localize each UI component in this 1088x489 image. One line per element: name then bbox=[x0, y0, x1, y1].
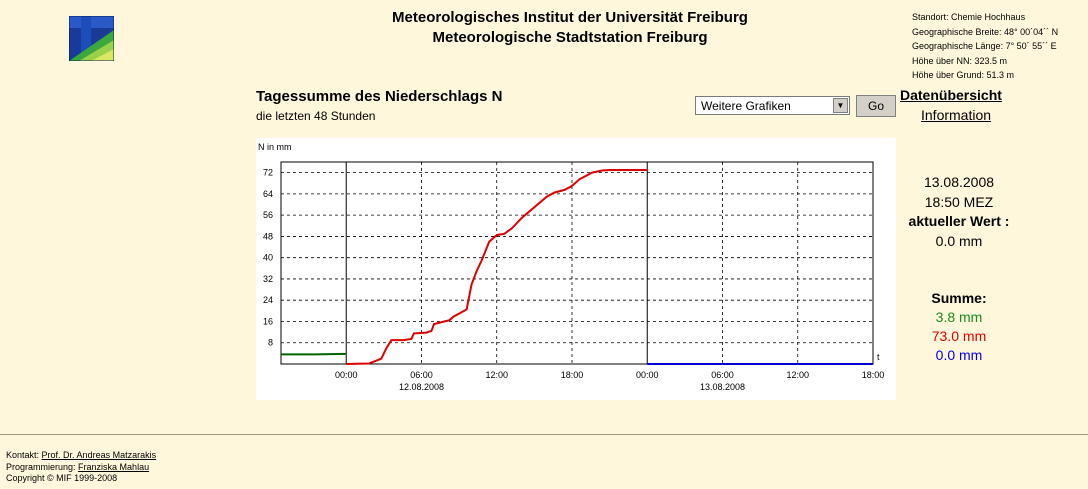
plot-frame bbox=[280, 161, 874, 365]
series-line-2 bbox=[346, 169, 648, 365]
programming-link[interactable]: Franziska Mahlau bbox=[78, 461, 150, 472]
current-value: 0.0 mm bbox=[935, 232, 983, 249]
sum-day3: 0.0 mm bbox=[935, 347, 983, 363]
header-institute: Meteorologisches Institut der Universitä… bbox=[392, 9, 748, 26]
contact-label: Kontakt: bbox=[6, 450, 40, 460]
sum-day2: 73.0 mm bbox=[931, 328, 987, 344]
y-tick-label: 64 bbox=[263, 189, 273, 199]
current-value-panel: 13.08.2008 18:50 MEZ aktueller Wert : 0.… bbox=[880, 173, 1038, 251]
y-axis-label: N in mm bbox=[258, 142, 292, 152]
header-station: Meteorologische Stadtstation Freiburg bbox=[432, 29, 708, 46]
y-tick-label: 40 bbox=[263, 253, 273, 263]
information-link[interactable]: Information bbox=[921, 107, 992, 123]
footer-copyright: Copyright © MIF 1999-2008 bbox=[6, 473, 118, 483]
graphics-select[interactable]: Weitere Grafiken ▼ bbox=[695, 96, 850, 115]
chevron-down-icon[interactable]: ▼ bbox=[833, 98, 848, 113]
data-overview-link[interactable]: Datenübersicht bbox=[900, 87, 1002, 103]
page-header: Meteorologisches Institut der Universitä… bbox=[300, 8, 840, 48]
x-tick-label: 18:00 bbox=[561, 370, 584, 380]
footer-programming: Programmierung: Franziska Mahlau bbox=[6, 462, 156, 474]
precipitation-chart: 8 16 24 32 40 48 56 64 72 00:00 06:00 12:00 18:00 00:… bbox=[256, 138, 896, 400]
sum-day1: 3.8 mm bbox=[935, 309, 983, 325]
contact-link[interactable]: Prof. Dr. Andreas Matzarakis bbox=[41, 450, 157, 460]
x-tick-label: 06:00 bbox=[711, 370, 734, 380]
chart-subtitle: die letzten 48 Stunden bbox=[256, 109, 376, 123]
station-info: Standort: Chemie Hochhaus Geographische … bbox=[912, 10, 1058, 83]
x-tick-label: 00:00 bbox=[335, 370, 358, 380]
station-altitude: Höhe über NN: 323.5 m bbox=[912, 55, 1008, 66]
y-tick-label: 56 bbox=[263, 210, 273, 220]
current-date: 13.08.2008 bbox=[923, 174, 995, 190]
y-tick-label: 32 bbox=[263, 274, 273, 284]
chart-title: Tagessumme des Niederschlags N bbox=[256, 88, 503, 105]
x-tick-label: 18:00 bbox=[862, 370, 885, 380]
x-tick-label: 12:00 bbox=[485, 370, 508, 380]
current-label: aktueller Wert : bbox=[908, 213, 1010, 229]
y-tick-label: 48 bbox=[263, 231, 273, 241]
current-time: 18:50 MEZ bbox=[924, 193, 994, 210]
y-tick-label: 8 bbox=[268, 338, 273, 348]
sum-label: Summe: bbox=[931, 290, 987, 306]
x-axis-label: t bbox=[877, 352, 880, 362]
institute-logo bbox=[69, 16, 114, 61]
y-tick-label: 72 bbox=[263, 168, 273, 178]
graphics-select-value: Weitere Grafiken bbox=[701, 99, 791, 113]
go-button[interactable]: Go bbox=[856, 95, 896, 117]
y-tick-label: 24 bbox=[263, 295, 273, 305]
x-tick-label: 12:00 bbox=[786, 370, 809, 380]
x-date-label: 13.08.2008 bbox=[700, 382, 745, 392]
station-height: Höhe über Grund: 51.3 m bbox=[912, 70, 1015, 80]
programming-label: Programmierung: bbox=[6, 461, 76, 472]
series-line-1 bbox=[281, 352, 347, 356]
footer-divider bbox=[0, 434, 1088, 435]
sum-panel: Summe: 3.8 mm 73.0 mm 0.0 mm bbox=[880, 289, 1038, 365]
y-tick-label: 16 bbox=[263, 316, 273, 326]
footer-contact: Kontakt: Prof. Dr. Andreas Matzarakis bbox=[6, 450, 156, 462]
chart-svg: 8 16 24 32 40 48 56 64 72 00:00 06:00 12:00 18:00 00:… bbox=[258, 142, 885, 392]
station-longitude: Geographische Länge: 7° 50´ 55´´ E bbox=[912, 41, 1057, 51]
station-location: Standort: Chemie Hochhaus bbox=[912, 12, 1026, 22]
x-tick-label: 06:00 bbox=[410, 370, 433, 380]
footer: Kontakt: Prof. Dr. Andreas Matzarakis Pr… bbox=[6, 450, 156, 485]
x-tick-label: 00:00 bbox=[636, 370, 659, 380]
x-date-label: 12.08.2008 bbox=[399, 382, 444, 392]
station-latitude: Geographische Breite: 48° 00´04´´ N bbox=[912, 26, 1059, 37]
